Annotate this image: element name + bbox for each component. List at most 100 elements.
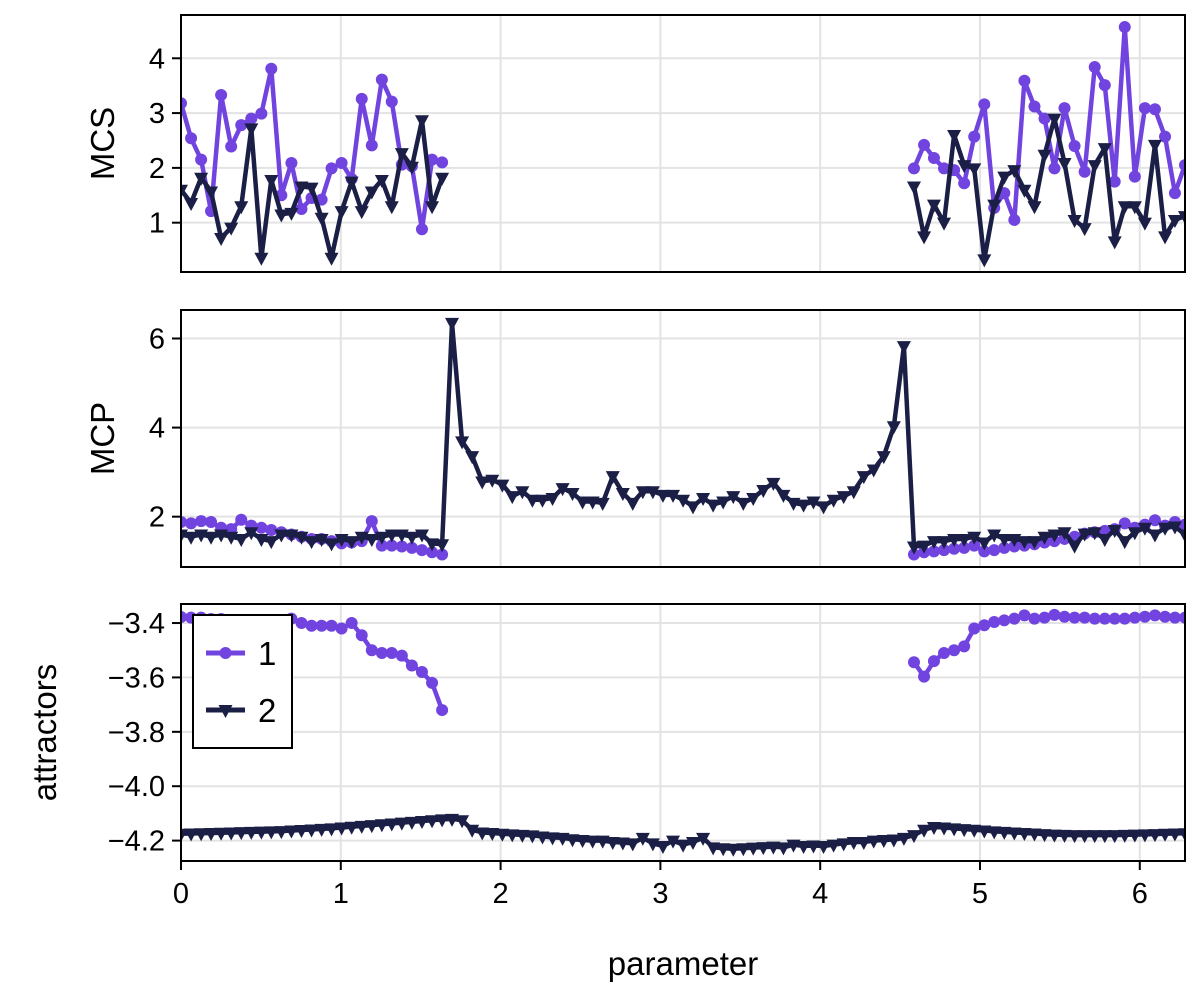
series-2-point bbox=[334, 822, 349, 836]
series-1-point bbox=[1118, 612, 1131, 625]
legend-label: 2 bbox=[258, 692, 276, 729]
series-2-point bbox=[374, 531, 389, 545]
series-2-point bbox=[1037, 531, 1052, 545]
series-2-point bbox=[294, 824, 309, 838]
series-2-point bbox=[495, 828, 510, 842]
series-1-point bbox=[325, 162, 338, 175]
panel-frame bbox=[180, 603, 1186, 862]
series-2-point bbox=[294, 181, 309, 195]
series-2-point bbox=[1107, 525, 1122, 539]
x-tick-label: 1 bbox=[333, 878, 349, 910]
series-2-point bbox=[1077, 528, 1092, 542]
y-tick-label: 6 bbox=[149, 324, 165, 356]
series-2-point bbox=[926, 822, 941, 836]
plot-area bbox=[181, 608, 1185, 857]
series-1-point bbox=[907, 162, 920, 175]
series-1-point bbox=[365, 139, 378, 152]
series-1-point bbox=[255, 107, 268, 120]
series-2-point bbox=[866, 835, 881, 849]
series-2-point bbox=[947, 823, 962, 837]
series-2-point bbox=[264, 536, 279, 550]
series-2-point bbox=[957, 160, 972, 174]
series-2-point bbox=[1047, 113, 1062, 127]
series-2-point bbox=[274, 826, 289, 840]
series-2-point bbox=[706, 499, 721, 513]
series-2-point bbox=[234, 827, 249, 841]
y-tick-label: −3.8 bbox=[108, 717, 165, 749]
series-1-point bbox=[1168, 611, 1181, 624]
series-2-point bbox=[917, 824, 932, 838]
series-2-point bbox=[746, 492, 761, 506]
series-1-point bbox=[385, 539, 398, 552]
y-tick-label: 2 bbox=[149, 502, 165, 534]
series-2-point bbox=[1147, 139, 1162, 153]
series-2-point bbox=[314, 533, 329, 547]
series-2-point bbox=[244, 123, 259, 137]
series-2-point bbox=[716, 843, 731, 857]
series-2-point bbox=[655, 489, 670, 503]
series-2-point bbox=[625, 838, 640, 852]
series-1-point bbox=[1038, 112, 1051, 125]
series-2-point bbox=[1087, 830, 1102, 844]
series-2-point bbox=[384, 818, 399, 832]
circle-marker-icon bbox=[219, 647, 232, 659]
series-2-point bbox=[324, 252, 339, 266]
series-2-point bbox=[194, 828, 209, 842]
series-1-point bbox=[1118, 517, 1131, 530]
series-1-point bbox=[415, 665, 428, 678]
series-1-point bbox=[1058, 102, 1071, 115]
series-2-point bbox=[274, 209, 289, 223]
series-2-point bbox=[655, 841, 670, 855]
series-1-point bbox=[395, 649, 408, 662]
series-2-point bbox=[967, 531, 982, 545]
series-1-point bbox=[1108, 612, 1121, 625]
series-2-point bbox=[435, 539, 450, 553]
series-2-point bbox=[565, 834, 580, 848]
series-2-point bbox=[214, 827, 229, 841]
series-1-point bbox=[1028, 612, 1041, 625]
series-2-point bbox=[696, 832, 711, 846]
series-2-point bbox=[1117, 201, 1132, 215]
series-2-point bbox=[214, 529, 229, 543]
series-2-point bbox=[1127, 527, 1142, 541]
series-1-point bbox=[998, 614, 1011, 627]
series-1-point bbox=[375, 646, 388, 659]
series-2-point bbox=[575, 835, 590, 849]
series-2-point bbox=[846, 836, 861, 850]
series-2-point bbox=[917, 231, 932, 245]
series-2-point bbox=[595, 497, 610, 511]
series-2-point bbox=[846, 486, 861, 500]
series-2-point bbox=[1067, 214, 1082, 228]
series-1-point bbox=[355, 92, 368, 105]
series-1-line bbox=[911, 24, 1185, 223]
series-2-point bbox=[816, 501, 831, 515]
series-2-point bbox=[746, 842, 761, 856]
series-1-point bbox=[385, 95, 398, 108]
plot-area bbox=[181, 317, 1185, 561]
series-2-point bbox=[666, 835, 681, 849]
x-tick-label: 5 bbox=[972, 878, 988, 910]
series-1-point bbox=[285, 156, 298, 169]
series-1-point bbox=[1068, 611, 1081, 624]
series-1-point bbox=[426, 546, 439, 559]
series-2-point bbox=[876, 835, 891, 849]
series-1-point bbox=[988, 615, 1001, 628]
series-2-point bbox=[465, 451, 480, 465]
series-1-point bbox=[958, 541, 971, 554]
series-1-point bbox=[405, 541, 418, 554]
series-2-point bbox=[545, 492, 560, 506]
series-2-point bbox=[455, 815, 470, 829]
series-2-point bbox=[224, 827, 239, 841]
series-2-point bbox=[495, 479, 510, 493]
series-2-point bbox=[1087, 527, 1102, 541]
series-2-point bbox=[1017, 536, 1032, 550]
series-1-point bbox=[938, 646, 951, 659]
series-2-point bbox=[1047, 829, 1062, 843]
series-2-point bbox=[364, 533, 379, 547]
series-2-point bbox=[425, 201, 440, 215]
series-2-point bbox=[525, 830, 540, 844]
series-2-point bbox=[1127, 829, 1142, 843]
series-2-point bbox=[535, 494, 550, 508]
series-2-point bbox=[685, 836, 700, 850]
series-1-point bbox=[978, 619, 991, 632]
